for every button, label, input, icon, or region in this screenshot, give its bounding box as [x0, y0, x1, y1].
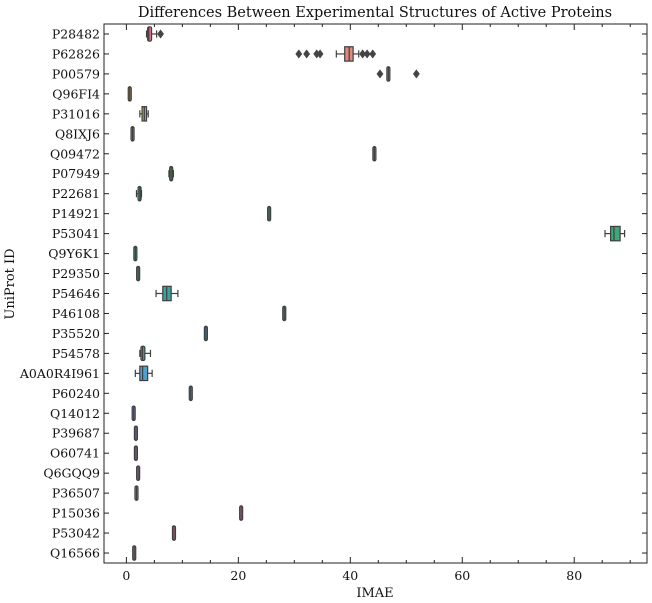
- y-tick-label: P29350: [52, 266, 100, 281]
- y-tick-label: Q96FI4: [52, 86, 100, 101]
- y-tick-label: P53042: [52, 526, 100, 541]
- y-tick-label: Q14012: [50, 406, 100, 421]
- outlier-point: [412, 69, 420, 79]
- y-tick-label: P28482: [52, 26, 100, 41]
- y-tick-label: P54646: [52, 286, 100, 301]
- y-tick-label: P35520: [52, 326, 100, 341]
- y-tick-label: A0A0R4I961: [19, 366, 100, 381]
- y-tick-label: P60240: [52, 386, 100, 401]
- box-A0A0R4I961: [139, 365, 149, 382]
- y-tick-label: P00579: [52, 66, 100, 81]
- outlier-point: [157, 29, 165, 39]
- y-tick-label: P53041: [52, 226, 100, 241]
- y-tick-label: P46108: [52, 306, 100, 321]
- y-tick-label: P39687: [52, 426, 100, 441]
- y-tick-label: P31016: [52, 106, 100, 121]
- y-tick-label: O60741: [50, 446, 100, 461]
- x-tick-label: 20: [230, 568, 246, 583]
- y-tick-label: P62826: [52, 46, 100, 61]
- y-tick-label: P22681: [52, 186, 100, 201]
- x-tick-label: 60: [454, 568, 470, 583]
- y-tick-label: P36507: [52, 486, 100, 501]
- x-tick-label: 80: [566, 568, 582, 583]
- y-tick-label: P07949: [52, 166, 100, 181]
- plot-frame: [103, 23, 648, 564]
- outlier-point: [303, 49, 311, 59]
- outlier-point: [363, 49, 371, 59]
- x-tick-label: 0: [122, 568, 130, 583]
- outlier-point: [316, 49, 324, 59]
- y-tick-label: P54578: [52, 346, 100, 361]
- y-tick-label: Q16566: [50, 546, 100, 561]
- y-tick-label: Q09472: [50, 146, 100, 161]
- outlier-point: [376, 69, 384, 79]
- y-tick-label: Q6GQQ9: [43, 466, 100, 481]
- y-tick-label: P15036: [52, 506, 100, 521]
- plot-area: 0 20 40 60 80 P28482 P62826 P00579 Q96FI4 P31016 Q…: [19, 24, 647, 583]
- outlier-point: [369, 49, 377, 59]
- chart-title: Differences Between Experimental Structu…: [138, 5, 612, 21]
- outlier-point: [295, 49, 303, 59]
- y-axis-label: UniProt ID: [3, 248, 18, 319]
- y-tick-label: Q8IXJ6: [55, 126, 100, 141]
- x-tick-label: 40: [342, 568, 358, 583]
- box-P53041: [610, 225, 621, 242]
- x-axis-label: IMAE: [356, 586, 393, 601]
- y-tick-label: Q9Y6K1: [48, 246, 100, 261]
- y-tick-label: P14921: [52, 206, 100, 221]
